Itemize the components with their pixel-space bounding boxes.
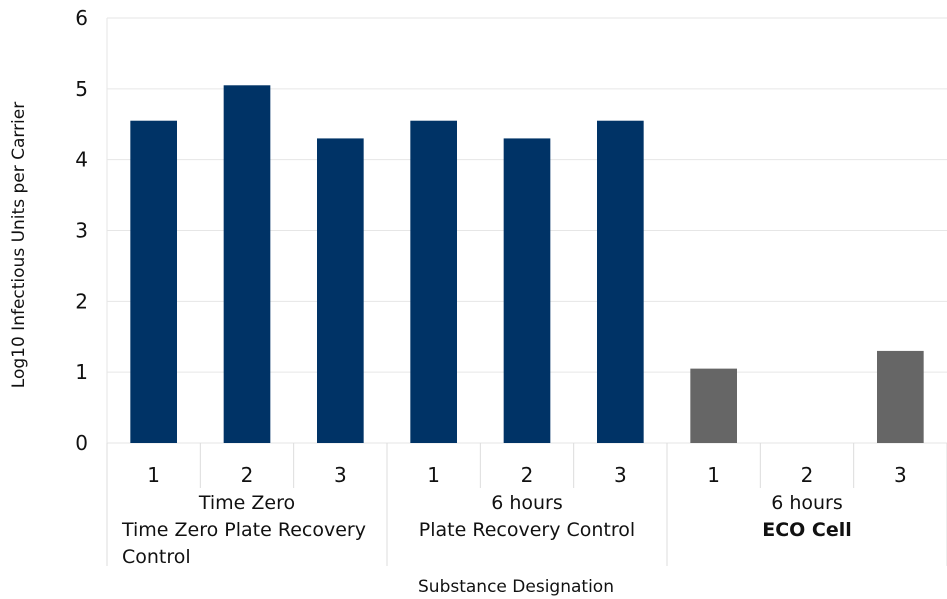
x-axis-title: Substance Designation (418, 577, 614, 597)
y-tick-label: 4 (75, 148, 88, 172)
x-tick-label: 3 (334, 463, 347, 487)
y-tick-label: 6 (75, 6, 88, 30)
bar (690, 368, 737, 443)
y-axis-ticks: 0 1 2 3 4 5 6 (75, 6, 88, 455)
group-label: 6 hours (491, 492, 563, 514)
x-tick-label: 2 (521, 463, 534, 487)
x-tick-label: 1 (427, 463, 440, 487)
bar (317, 138, 364, 443)
bar (223, 85, 271, 444)
y-axis-title: Log10 Infectious Units per Carrier (9, 102, 29, 388)
group-label: 6 hours (771, 492, 843, 514)
bar (410, 120, 457, 443)
x-tick-label: 2 (241, 463, 254, 487)
group-label: Control (122, 546, 191, 568)
group-label: Time Zero (198, 492, 295, 514)
x-tick-label: 2 (801, 463, 814, 487)
x-tick-label: 1 (707, 463, 720, 487)
x-axis: 1 2 3 1 2 3 1 2 3 Time Zero Time Zero Plate Recove… (106, 443, 947, 568)
group-label: ECO Cell (762, 519, 852, 541)
bar (130, 120, 177, 443)
group-label: Time Zero Plate Recovery (121, 519, 366, 541)
x-tick-label: 3 (894, 463, 907, 487)
y-tick-label: 0 (75, 431, 88, 455)
y-tick-label: 3 (75, 219, 88, 243)
y-tick-label: 5 (75, 77, 88, 101)
bar (503, 138, 551, 443)
y-tick-label: 2 (75, 289, 88, 313)
x-tick-label: 1 (147, 463, 160, 487)
x-tick-label: 3 (614, 463, 627, 487)
bar (597, 120, 644, 443)
bars (130, 85, 924, 444)
group-label: Plate Recovery Control (419, 519, 635, 541)
bar (877, 350, 924, 443)
y-tick-label: 1 (75, 360, 88, 384)
